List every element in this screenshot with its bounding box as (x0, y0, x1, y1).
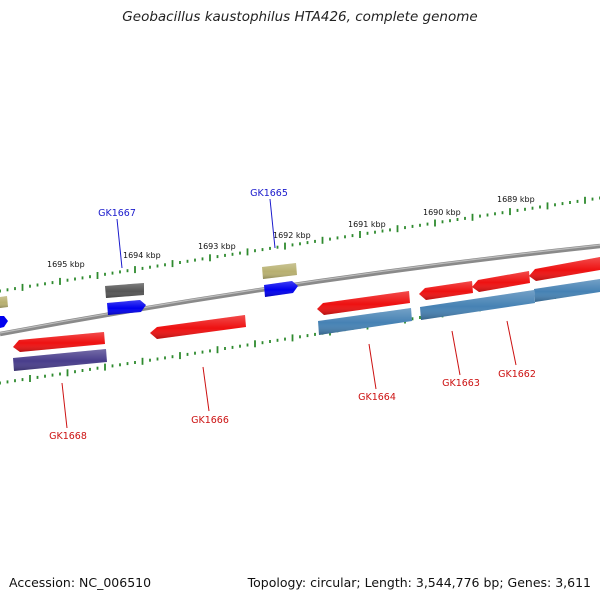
feature-right-steelblue[interactable] (534, 279, 600, 302)
genome-backbone-highlight (0, 244, 600, 334)
feature-gk1664-red[interactable] (317, 291, 410, 315)
map-title: Geobacillus kaustophilus HTA426, complet… (122, 9, 478, 25)
feature-right-red[interactable] (529, 257, 600, 281)
leader-gk1666 (202, 366, 210, 412)
feature-gk1667-blue[interactable] (107, 300, 146, 315)
feature-gk1662-red[interactable] (472, 271, 530, 292)
leader-gk1662 (506, 320, 517, 366)
tick-label-1693: 1693 kbp (198, 242, 236, 251)
tick-label-1694: 1694 kbp (123, 251, 161, 260)
feature-gk1667-grey[interactable] (105, 283, 144, 298)
feature-gk1663-red[interactable] (419, 281, 473, 300)
feature-gk1665-blue[interactable] (264, 281, 298, 297)
gene-label-gk1662[interactable]: GK1662 (498, 369, 536, 380)
feature-gk1666-red[interactable] (150, 315, 246, 339)
feature-blue-left[interactable] (0, 316, 8, 328)
ruler-outer-ticks (0, 196, 600, 293)
tick-label-1692: 1692 kbp (273, 231, 311, 240)
feature-gk1668-red[interactable] (13, 332, 105, 352)
gene-label-gk1668[interactable]: GK1668 (49, 431, 87, 442)
tick-label-1691: 1691 kbp (348, 220, 386, 229)
feature-gk1663-steelblue[interactable] (420, 290, 535, 320)
topology-text: Topology: circular; Length: 3,544,776 bp… (247, 575, 591, 590)
gene-label-gk1666[interactable]: GK1666 (191, 415, 229, 426)
gene-label-gk1664[interactable]: GK1664 (358, 392, 396, 403)
feature-gk1664-steelblue[interactable] (318, 308, 412, 335)
tick-label-1689: 1689 kbp (497, 195, 535, 204)
leader-gk1663 (451, 330, 461, 376)
gene-label-gk1663[interactable]: GK1663 (442, 378, 480, 389)
feature-gk1668-slate[interactable] (13, 349, 107, 371)
feature-gk1665-khaki[interactable] (262, 263, 297, 279)
tick-label-1695: 1695 kbp (47, 260, 85, 269)
tick-label-1690: 1690 kbp (423, 208, 461, 217)
gene-label-gk1667[interactable]: GK1667 (98, 208, 136, 219)
leader-gk1664 (368, 343, 377, 390)
leader-gk1667 (116, 218, 123, 269)
gene-label-gk1665[interactable]: GK1665 (250, 188, 288, 199)
genome-backbone (0, 243, 600, 337)
accession-text: Accession: NC_006510 (9, 575, 152, 590)
leader-gk1665 (269, 198, 276, 249)
feature-khaki-left[interactable] (0, 296, 8, 308)
leader-gk1668 (61, 382, 68, 429)
